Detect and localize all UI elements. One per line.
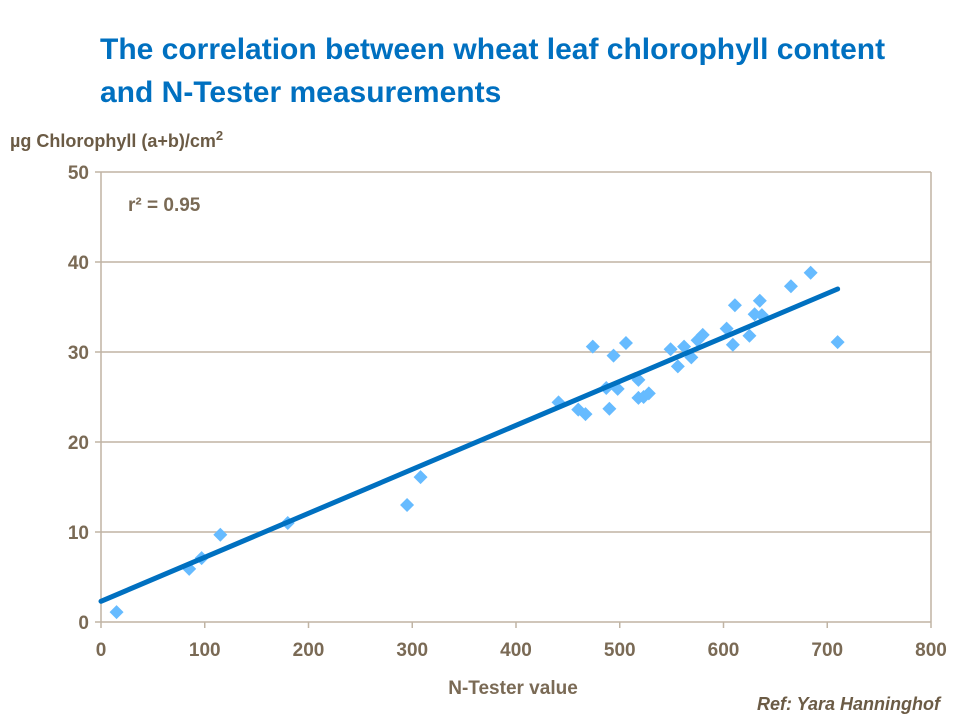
x-tick-label: 0 [96,640,107,661]
x-axis-label: N-Tester value [448,678,578,699]
data-point [830,335,845,350]
data-point [641,386,656,401]
data-point [585,339,600,354]
x-tick-label: 200 [293,640,325,661]
y-tick-label: 30 [68,343,89,364]
x-tick-label: 300 [396,640,428,661]
data-point [602,401,617,416]
data-point [109,605,124,620]
x-tick-label: 100 [189,640,221,661]
x-tick-label: 400 [500,640,532,661]
y-tick-label: 0 [78,613,89,634]
data-point [400,498,415,512]
data-point [803,265,818,280]
data-point [752,293,767,308]
trendline [98,286,841,604]
data-point [578,407,593,422]
x-tick-label: 600 [708,640,740,661]
reference-note: Ref: Yara Hanninghof [756,694,940,714]
x-tick-label: 800 [915,640,947,661]
x-tick-label: 500 [604,640,636,661]
y-tick-label: 50 [68,163,89,184]
data-point [783,279,798,294]
data-point [670,359,685,374]
y-tick-label: 20 [68,433,89,454]
data-point [213,527,228,542]
y-tick-label: 10 [68,523,89,544]
chart-title: The correlation between wheat leaf chlor… [100,33,886,109]
data-point [727,298,742,313]
y-axis-label-superscript: 2 [215,128,224,143]
data-point [742,328,757,343]
y-tick-label: 40 [68,253,89,274]
r-squared-annotation: r² = 0.95 [128,195,201,216]
data-point [725,337,740,352]
x-tick-label: 700 [811,640,843,661]
data-point [663,342,678,357]
data-point [618,336,633,350]
data-point [413,470,428,485]
y-axis-label: µg Chlorophyll (a+b)/cm2 [10,128,223,152]
y-axis-label-text: µg Chlorophyll (a+b)/cm [10,131,216,151]
data-point [606,348,621,363]
data-point [695,327,710,342]
